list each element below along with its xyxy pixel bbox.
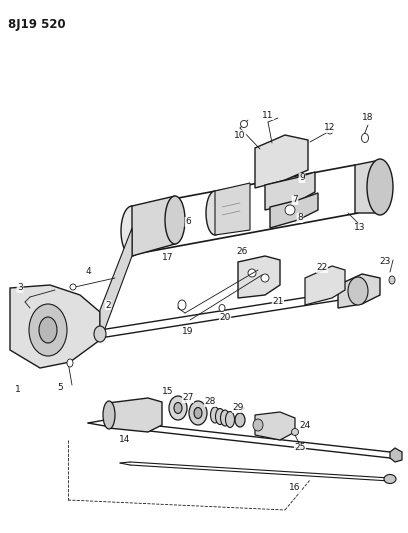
Polygon shape [215,183,250,235]
Text: 2: 2 [105,301,111,310]
Text: 20: 20 [220,313,231,322]
Ellipse shape [121,206,143,256]
Ellipse shape [70,284,76,290]
Polygon shape [132,196,175,256]
Text: 7: 7 [292,196,298,205]
Polygon shape [270,193,318,228]
Polygon shape [255,135,308,188]
Ellipse shape [189,401,207,425]
Ellipse shape [206,191,224,235]
Text: 12: 12 [324,124,336,133]
Polygon shape [108,398,162,432]
Text: 24: 24 [299,421,310,430]
Ellipse shape [174,402,182,414]
Ellipse shape [285,205,295,215]
Ellipse shape [384,474,396,483]
Ellipse shape [39,317,57,343]
Polygon shape [390,448,402,462]
Ellipse shape [240,120,248,127]
Text: 17: 17 [162,254,174,262]
Polygon shape [238,256,280,298]
Ellipse shape [367,159,393,215]
Ellipse shape [327,128,333,134]
Text: 11: 11 [262,110,274,119]
Ellipse shape [169,396,187,420]
Text: 26: 26 [236,247,248,256]
Ellipse shape [211,407,220,423]
Text: 19: 19 [182,327,194,336]
Text: 25: 25 [294,443,306,453]
Ellipse shape [291,429,299,435]
Ellipse shape [165,196,185,244]
Ellipse shape [235,413,245,427]
Polygon shape [255,412,295,440]
Ellipse shape [389,276,395,284]
Text: 1: 1 [15,385,21,394]
Ellipse shape [226,411,235,427]
Text: 14: 14 [119,435,131,445]
Text: 6: 6 [185,217,191,227]
Polygon shape [355,160,388,213]
Ellipse shape [178,300,186,310]
Text: 9: 9 [299,174,305,182]
Ellipse shape [248,269,256,277]
Text: 13: 13 [354,223,366,232]
Ellipse shape [194,408,202,418]
Text: 23: 23 [379,257,391,266]
Polygon shape [10,285,100,368]
Ellipse shape [348,277,368,305]
Ellipse shape [94,326,106,342]
Text: 3: 3 [17,284,23,293]
Text: 18: 18 [362,114,374,123]
Text: 28: 28 [204,398,216,407]
Text: 22: 22 [316,263,328,272]
Text: 8: 8 [297,214,303,222]
Text: 4: 4 [85,268,91,277]
Ellipse shape [361,133,368,142]
Ellipse shape [220,410,229,426]
Ellipse shape [261,274,269,282]
Ellipse shape [219,304,225,311]
Ellipse shape [253,419,263,431]
Polygon shape [338,274,380,308]
Text: 21: 21 [272,297,284,306]
Ellipse shape [29,304,67,356]
Text: 8J19 520: 8J19 520 [8,18,66,31]
Polygon shape [265,172,315,210]
Text: 16: 16 [289,483,301,492]
Ellipse shape [67,359,73,367]
Text: 27: 27 [182,393,194,402]
Text: 15: 15 [162,387,174,397]
Text: 5: 5 [57,384,63,392]
Text: 10: 10 [234,131,246,140]
Text: 29: 29 [232,403,244,413]
Polygon shape [100,228,132,342]
Polygon shape [305,266,345,305]
Ellipse shape [215,408,224,424]
Ellipse shape [103,401,115,429]
